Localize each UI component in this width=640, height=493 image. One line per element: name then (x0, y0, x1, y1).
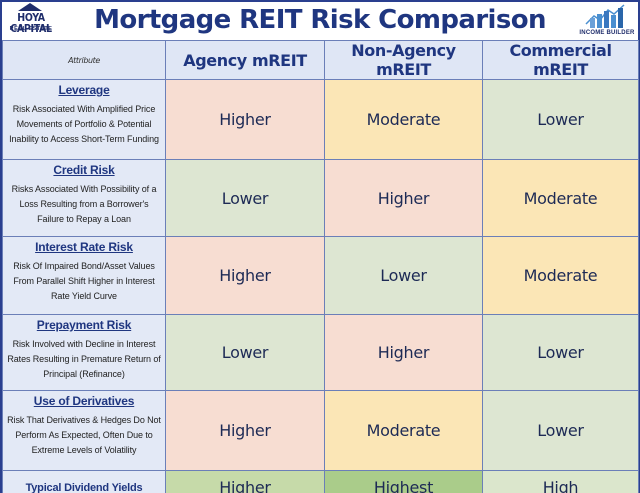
income-builder-logo: INCOME BUILDER (578, 2, 636, 40)
attribute-cell: Use of Derivatives Risk That Derivatives… (2, 390, 166, 471)
table-row-leverage: Leverage Risk Associated With Amplified … (2, 79, 639, 160)
attribute-cell: Interest Rate Risk Risk Of Impaired Bond… (2, 236, 166, 315)
logo-right-brand: INCOME BUILDER (579, 30, 635, 36)
attribute-name: Leverage (58, 83, 110, 97)
agency-value: Higher (165, 236, 325, 315)
non-agency-value: Moderate (324, 79, 483, 160)
non-agency-value: Higher (324, 159, 483, 237)
table-row-interest-rate-risk: Interest Rate Risk Risk Of Impaired Bond… (2, 236, 639, 315)
table-row-use-of-derivatives: Use of Derivatives Risk That Derivatives… (2, 390, 639, 471)
attribute-description: Risk Of Impaired Bond/Asset Values From … (13, 261, 155, 301)
column-header-non-agency: Non-Agency mREIT (324, 40, 483, 80)
skyline-icon (585, 4, 625, 28)
non-agency-yield: Highest (324, 470, 483, 493)
logo-left-sub: REAL ESTATE (9, 26, 53, 32)
column-header-commercial: Commercial mREIT (482, 40, 639, 80)
hoya-capital-logo: HOYA CAPITAL REAL ESTATE (3, 3, 59, 39)
table-row-credit-risk: Credit Risk Risks Associated With Possib… (2, 159, 639, 237)
attribute-description: Risk Involved with Decline in Interest R… (7, 339, 161, 379)
attribute-cell: Prepayment Risk Risk Involved with Decli… (2, 314, 166, 391)
column-header-attribute: Attribute (2, 40, 166, 80)
table-row-dividend-yields: Typical Dividend Yields Higher Highest H… (2, 470, 639, 493)
attribute-description: Risk Associated With Amplified Price Mov… (9, 104, 159, 144)
table-header-row: Attribute Agency mREIT Non-Agency mREIT … (2, 40, 639, 80)
attribute-name: Credit Risk (53, 163, 115, 177)
commercial-value: Moderate (482, 159, 639, 237)
table-row-prepayment-risk: Prepayment Risk Risk Involved with Decli… (2, 314, 639, 391)
agency-value: Lower (165, 314, 325, 391)
commercial-value: Lower (482, 314, 639, 391)
attribute-name: Use of Derivatives (33, 394, 135, 408)
commercial-yield: High (482, 470, 639, 493)
non-agency-value: Moderate (324, 390, 483, 471)
house-icon (18, 3, 42, 11)
commercial-value: Moderate (482, 236, 639, 315)
agency-value: Lower (165, 159, 325, 237)
risk-comparison-table: Attribute Agency mREIT Non-Agency mREIT … (2, 40, 639, 493)
agency-yield: Higher (165, 470, 325, 493)
attribute-name: Interest Rate Risk (35, 240, 133, 254)
non-agency-value: Lower (324, 236, 483, 315)
agency-value: Higher (165, 390, 325, 471)
attribute-cell: Leverage Risk Associated With Amplified … (2, 79, 166, 160)
attribute-name: Prepayment Risk (36, 318, 132, 332)
attribute-cell: Typical Dividend Yields (2, 470, 166, 493)
attribute-description: Risks Associated With Possibility of a L… (11, 184, 157, 224)
commercial-value: Lower (482, 390, 639, 471)
attribute-cell: Credit Risk Risks Associated With Possib… (2, 159, 166, 237)
page-title: Mortgage REIT Risk Comparison (94, 5, 546, 35)
header: HOYA CAPITAL REAL ESTATE Mortgage REIT R… (0, 0, 640, 40)
attribute-name: Typical Dividend Yields (25, 481, 143, 493)
agency-value: Higher (165, 79, 325, 160)
column-header-agency: Agency mREIT (165, 40, 325, 80)
attribute-description: Risk That Derivatives & Hedges Do Not Pe… (7, 415, 161, 455)
non-agency-value: Higher (324, 314, 483, 391)
commercial-value: Lower (482, 79, 639, 160)
logo-left-brand: HOYA CAPITAL (10, 12, 52, 35)
